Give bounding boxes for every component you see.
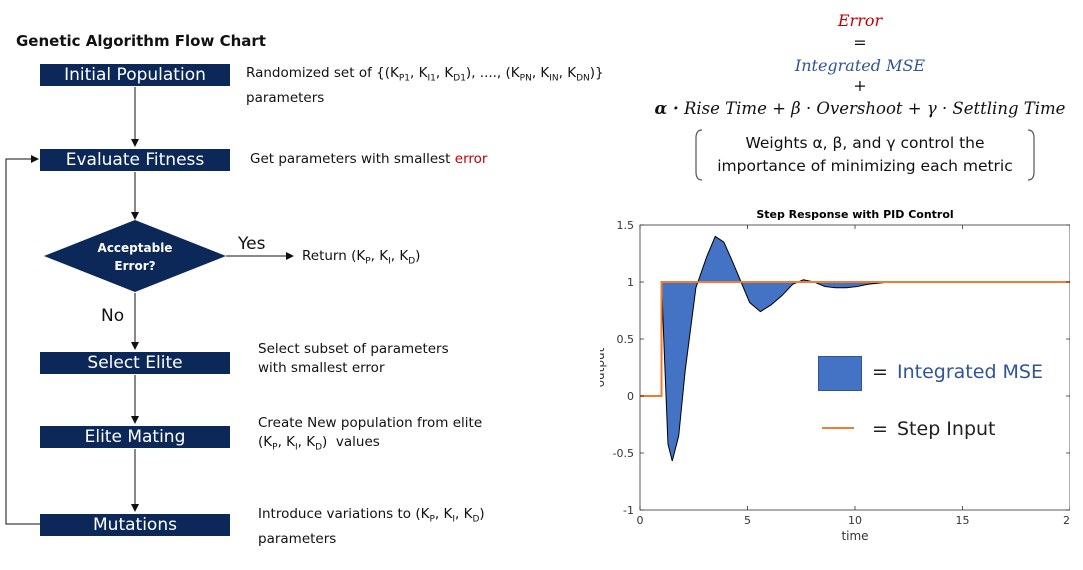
legend-step-eq: = (872, 418, 888, 440)
legend-step-label: Step Input (897, 418, 996, 440)
step-response-chart: Step Response with PID Control05101520-1… (600, 208, 1070, 543)
step-initial-population: Initial Population (40, 64, 230, 86)
legend-mse-swatch (818, 356, 862, 391)
y-tick-label: -0.5 (613, 447, 634, 460)
return-text: Return (KP, KI, KD) (302, 248, 421, 267)
desc-initial-population: Randomized set of {(KP1, KI1, KD1), ....… (246, 65, 604, 106)
step-mutations: Mutations (40, 514, 230, 536)
step-elite-mating: Elite Mating (40, 426, 230, 448)
y-tick-label: 0 (627, 390, 634, 403)
eq-plus: + (853, 76, 867, 95)
y-axis-label: output (600, 347, 607, 387)
legend-mse-label: Integrated MSE (897, 361, 1043, 383)
eq-equals: = (853, 33, 867, 52)
y-tick-label: -1 (623, 504, 634, 517)
eq-terms: α · Rise Time + β · Overshoot + γ · Sett… (654, 99, 1066, 118)
chart-title: Step Response with PID Control (756, 208, 953, 221)
eq-error: Error (837, 11, 883, 30)
note-brackets (695, 129, 1035, 181)
arrow-loop-back (5, 155, 40, 525)
step-select-elite: Select Elite (40, 352, 230, 374)
decision-line1: Acceptable (98, 241, 173, 255)
y-tick-label: 1 (627, 276, 634, 289)
x-tick-label: 15 (956, 514, 970, 527)
x-axis-label: time (841, 529, 868, 543)
weights-note: Weights α, β, and γ control the importan… (717, 134, 1013, 175)
desc-evaluate-fitness: Get parameters with smallest error (250, 151, 488, 167)
flowchart-title: Genetic Algorithm Flow Chart (16, 32, 266, 50)
flowchart-arrows: Acceptable Error? (5, 87, 294, 525)
series-output-line (661, 235, 1070, 462)
mse-area (661, 236, 1070, 461)
x-tick-label: 0 (637, 514, 644, 527)
eq-mse: Integrated MSE (794, 56, 926, 75)
no-label: No (101, 306, 125, 326)
series-step-input-line (640, 281, 1070, 397)
desc-mutations: Introduce variations to (KP, KI, KD) par… (258, 506, 485, 547)
y-tick-label: 1.5 (617, 219, 635, 232)
step-evaluate-fitness: Evaluate Fitness (40, 149, 230, 171)
x-tick-label: 10 (848, 514, 862, 527)
x-tick-label: 20 (1063, 514, 1070, 527)
decision-diamond (44, 220, 226, 292)
desc-elite-mating: Create New population from elite (KP, KI… (258, 415, 483, 453)
y-tick-label: 0.5 (617, 333, 635, 346)
decision-line2: Error? (114, 259, 155, 273)
legend-step-swatch (822, 427, 854, 429)
legend-mse-eq: = (872, 361, 888, 383)
yes-label: Yes (238, 234, 266, 254)
x-tick-label: 5 (744, 514, 751, 527)
desc-select-elite: Select subset of parameters with smalles… (258, 341, 449, 376)
